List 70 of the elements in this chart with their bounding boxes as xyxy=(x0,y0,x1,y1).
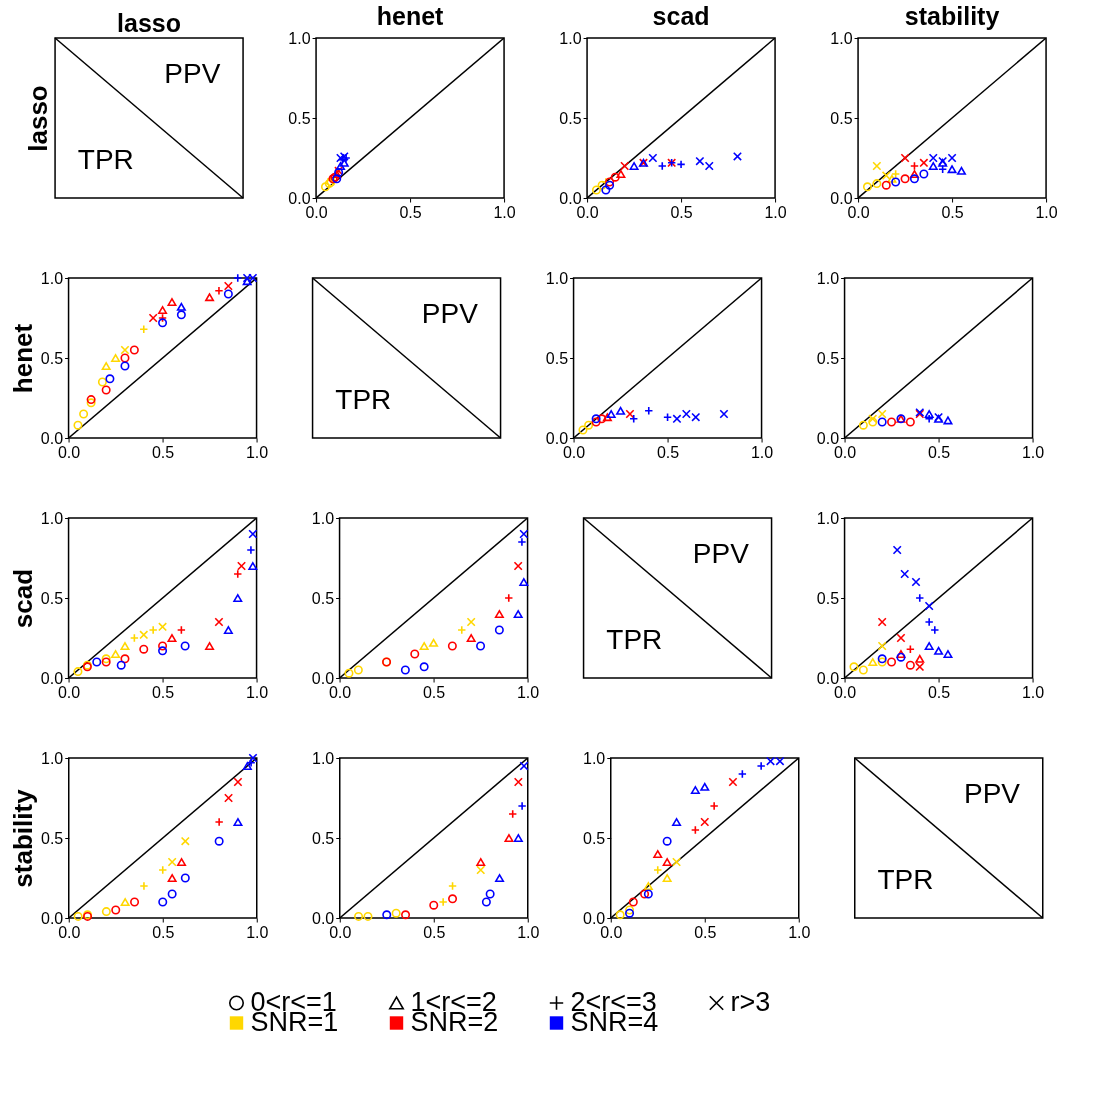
x-tick-label: 0.5 xyxy=(941,203,964,221)
x-tick-label: 0.5 xyxy=(656,443,680,461)
x-tick-label: 1.0 xyxy=(750,443,774,461)
x-tick-label: 1.0 xyxy=(246,923,269,941)
y-tick-label: 0.5 xyxy=(559,109,582,127)
y-tick-label: 1.0 xyxy=(816,509,840,527)
x-tick-label: 1.0 xyxy=(245,683,269,701)
text: TPR xyxy=(335,384,392,416)
chart-title: henet xyxy=(376,2,445,30)
y-tick-label: 0.5 xyxy=(288,109,311,127)
y-tick-label: 1.0 xyxy=(40,509,64,527)
x-tick-label: 0.5 xyxy=(927,683,951,701)
y-axis-title: scad xyxy=(7,568,38,629)
y-tick-label: 1.0 xyxy=(288,29,311,47)
x-tick-label: 0.5 xyxy=(152,923,175,941)
y-tick-label: 0.5 xyxy=(545,349,569,367)
x-tick-label: 0.5 xyxy=(927,443,951,461)
text: lasso xyxy=(22,85,53,152)
y-tick-label: 1.0 xyxy=(40,269,64,287)
x-tick-label: 0.5 xyxy=(151,683,175,701)
x-tick-label: 0.5 xyxy=(151,443,175,461)
text: PPV xyxy=(164,57,221,89)
x-tick-label: 1.0 xyxy=(1035,203,1058,221)
text: PPV xyxy=(963,777,1021,809)
y-tick-label: 1.0 xyxy=(545,269,569,287)
x-tick-label: 1.0 xyxy=(516,683,540,701)
x-tick-label: 1.0 xyxy=(517,923,540,941)
text: TPR xyxy=(877,864,934,896)
text: PPV xyxy=(421,297,479,329)
y-tick-label: 0.0 xyxy=(816,669,840,687)
y-tick-label: 0.0 xyxy=(288,189,311,207)
x-tick-label: 1.0 xyxy=(245,443,269,461)
y-tick-label: 0.5 xyxy=(41,829,64,847)
y-tick-label: 0.0 xyxy=(545,429,569,447)
chart-title: scad xyxy=(652,2,710,30)
x-tick-label: 1.0 xyxy=(764,203,787,221)
legend-label: r>3 xyxy=(730,987,771,1017)
y-tick-label: 1.0 xyxy=(312,749,335,767)
x-tick-label: 1.0 xyxy=(788,923,811,941)
y-axis-title: henet xyxy=(7,323,38,394)
y-tick-label: 1.0 xyxy=(830,29,853,47)
y-tick-label: 0.5 xyxy=(816,589,840,607)
y-tick-label: 0.5 xyxy=(816,349,840,367)
x-tick-label: 1.0 xyxy=(1021,683,1045,701)
text: lasso xyxy=(117,9,182,38)
y-tick-label: 1.0 xyxy=(583,749,606,767)
y-tick-label: 0.5 xyxy=(312,829,335,847)
y-tick-label: 0.5 xyxy=(40,589,64,607)
y-tick-label: 1.0 xyxy=(311,509,335,527)
y-tick-label: 0.5 xyxy=(583,829,606,847)
y-tick-label: 1.0 xyxy=(816,269,840,287)
x-tick-label: 1.0 xyxy=(1021,443,1045,461)
x-tick-label: 0.5 xyxy=(422,683,446,701)
y-tick-label: 0.5 xyxy=(830,109,853,127)
x-tick-label: 0.5 xyxy=(399,203,422,221)
y-tick-label: 0.5 xyxy=(311,589,335,607)
text: TPR xyxy=(606,624,663,656)
y-tick-label: 0.5 xyxy=(40,349,64,367)
y-tick-label: 0.0 xyxy=(559,189,582,207)
x-tick-label: 0.5 xyxy=(670,203,693,221)
text: PPV xyxy=(692,537,750,569)
y-axis-title: stability xyxy=(8,788,39,888)
x-tick-label: 0.5 xyxy=(694,923,717,941)
y-tick-label: 1.0 xyxy=(559,29,582,47)
chart-title: stability xyxy=(904,2,1000,30)
x-tick-label: 1.0 xyxy=(493,203,516,221)
y-tick-label: 1.0 xyxy=(41,749,64,767)
y-tick-label: 0.0 xyxy=(816,429,840,447)
x-tick-label: 0.5 xyxy=(423,923,446,941)
text: TPR xyxy=(77,144,134,176)
